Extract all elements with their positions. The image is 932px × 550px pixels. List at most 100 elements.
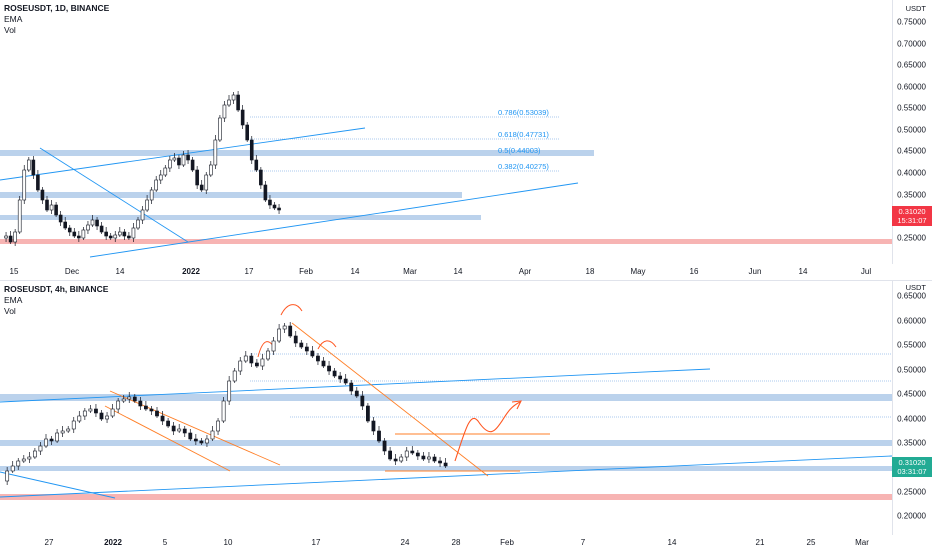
orange-downtrend [291, 322, 489, 477]
symbol-label[interactable]: ROSEUSDT, 4h, BINANCE [4, 284, 109, 294]
candle-body [231, 94, 236, 101]
four-hour-chart-pane[interactable]: ROSEUSDT, 4h, BINANCE EMA Vol USDT 0.650 [0, 280, 932, 550]
candle-body [240, 109, 245, 126]
fib-label: 0.5(0.44003) [498, 146, 541, 155]
candle-body [60, 430, 65, 434]
candle-body [54, 204, 58, 216]
candle-body [110, 408, 115, 417]
candle-body [216, 420, 220, 432]
time-axis[interactable]: 15 Dec 14 2022 17 Feb 14 Mar 14 Apr 18 M… [0, 264, 892, 280]
candle-body [204, 174, 209, 191]
candle-body [163, 167, 168, 176]
candle-body [232, 370, 237, 382]
price-tick: 0.20000 [897, 511, 926, 521]
candle-body [213, 139, 218, 166]
time-tick: 21 [755, 538, 765, 547]
candle-body [181, 154, 186, 166]
candle-body [177, 428, 182, 432]
candle-body [127, 396, 132, 400]
price-tick: 0.65000 [897, 291, 926, 301]
candle-body [438, 460, 442, 464]
candle-body [199, 440, 204, 444]
candle-body [16, 460, 21, 467]
fib-label: 0.618(0.47731) [498, 130, 549, 139]
candle-body [321, 360, 326, 367]
candle-body [32, 450, 37, 458]
candle-body [149, 408, 154, 412]
candle-body [259, 169, 263, 186]
candle-body [72, 231, 77, 237]
candle-body [288, 325, 293, 337]
vol-indicator-label[interactable]: Vol [4, 25, 16, 35]
candle-body [243, 355, 248, 362]
candle-body [249, 139, 254, 161]
candle-body [195, 169, 199, 186]
time-tick: 2022 [104, 538, 122, 547]
candle-body [227, 99, 231, 106]
candle-body [116, 400, 121, 410]
candle-body [10, 465, 15, 472]
candle-body [154, 179, 158, 191]
candle-body [36, 174, 40, 191]
price-axis[interactable]: USDT 0.65000 0.60000 0.55000 0.50000 0.4… [892, 281, 932, 535]
ema-indicator-label[interactable]: EMA [4, 295, 23, 305]
candle-body [67, 227, 72, 233]
daily-chart-pane[interactable]: ROSEUSDT, 1D, BINANCE EMA Vol 0.786(0.53… [0, 0, 932, 280]
time-tick: 17 [311, 538, 321, 547]
vol-indicator-label[interactable]: Vol [4, 306, 16, 316]
time-tick: 5 [162, 538, 168, 547]
current-price-badge: 0.31020 03:31:07 [892, 457, 932, 477]
candle-body [105, 415, 109, 420]
candle-body [304, 346, 309, 352]
time-tick: 14 [350, 267, 360, 276]
time-tick: 7 [580, 538, 586, 547]
candle-body [245, 124, 249, 141]
time-tick: 14 [798, 267, 808, 276]
candle-body [104, 231, 108, 237]
symbol-label[interactable]: ROSEUSDT, 1D, BINANCE [4, 3, 110, 13]
candle-body [271, 340, 276, 352]
price-tick: 0.45000 [897, 389, 926, 399]
candle-body [140, 209, 145, 221]
candle-body [71, 420, 76, 430]
candle-body [8, 235, 13, 243]
time-tick: 15 [9, 267, 19, 276]
candle-body [17, 199, 22, 233]
candle-body [277, 328, 282, 342]
candle-body [172, 157, 177, 161]
price-axis[interactable]: USDT 0.75000 0.70000 0.65000 0.60000 0.5… [892, 0, 932, 264]
time-tick: 18 [585, 267, 595, 276]
candle-body [45, 199, 49, 211]
projection-arrow-head [511, 400, 522, 410]
current-price: 0.31020 [898, 458, 926, 467]
time-tick: Feb [299, 267, 313, 276]
candle-body [338, 375, 343, 380]
candle-body [316, 355, 320, 362]
candle-body [177, 157, 181, 166]
candle-body [299, 342, 304, 348]
candle-body [388, 450, 393, 460]
time-tick: 10 [223, 538, 233, 547]
candle-body [272, 204, 277, 209]
daily-price-plot[interactable]: 0.786(0.53039) 0.618(0.47731) 0.5(0.4400… [0, 0, 892, 264]
candle-body [360, 395, 365, 407]
candle-body [99, 412, 104, 420]
candle-body [354, 390, 359, 397]
time-axis[interactable]: 27 2022 5 10 17 24 28 Feb 7 14 21 25 Mar [0, 535, 892, 550]
candle-body [49, 438, 54, 442]
ema-indicator-label[interactable]: EMA [4, 14, 23, 24]
trendline-short [0, 471, 116, 499]
candle-body [95, 219, 99, 227]
time-tick: 17 [244, 267, 254, 276]
price-tick: 0.70000 [897, 39, 926, 49]
four-hour-price-plot[interactable] [0, 281, 892, 535]
price-tick: 0.35000 [897, 438, 926, 448]
candle-body [365, 405, 370, 422]
current-price: 0.31020 [898, 207, 926, 216]
candle-body [255, 362, 259, 367]
support-zone [0, 192, 462, 198]
candle-body [399, 456, 404, 462]
time-tick: Mar [855, 538, 869, 547]
candle-body [63, 221, 68, 229]
candle-body [44, 438, 48, 447]
